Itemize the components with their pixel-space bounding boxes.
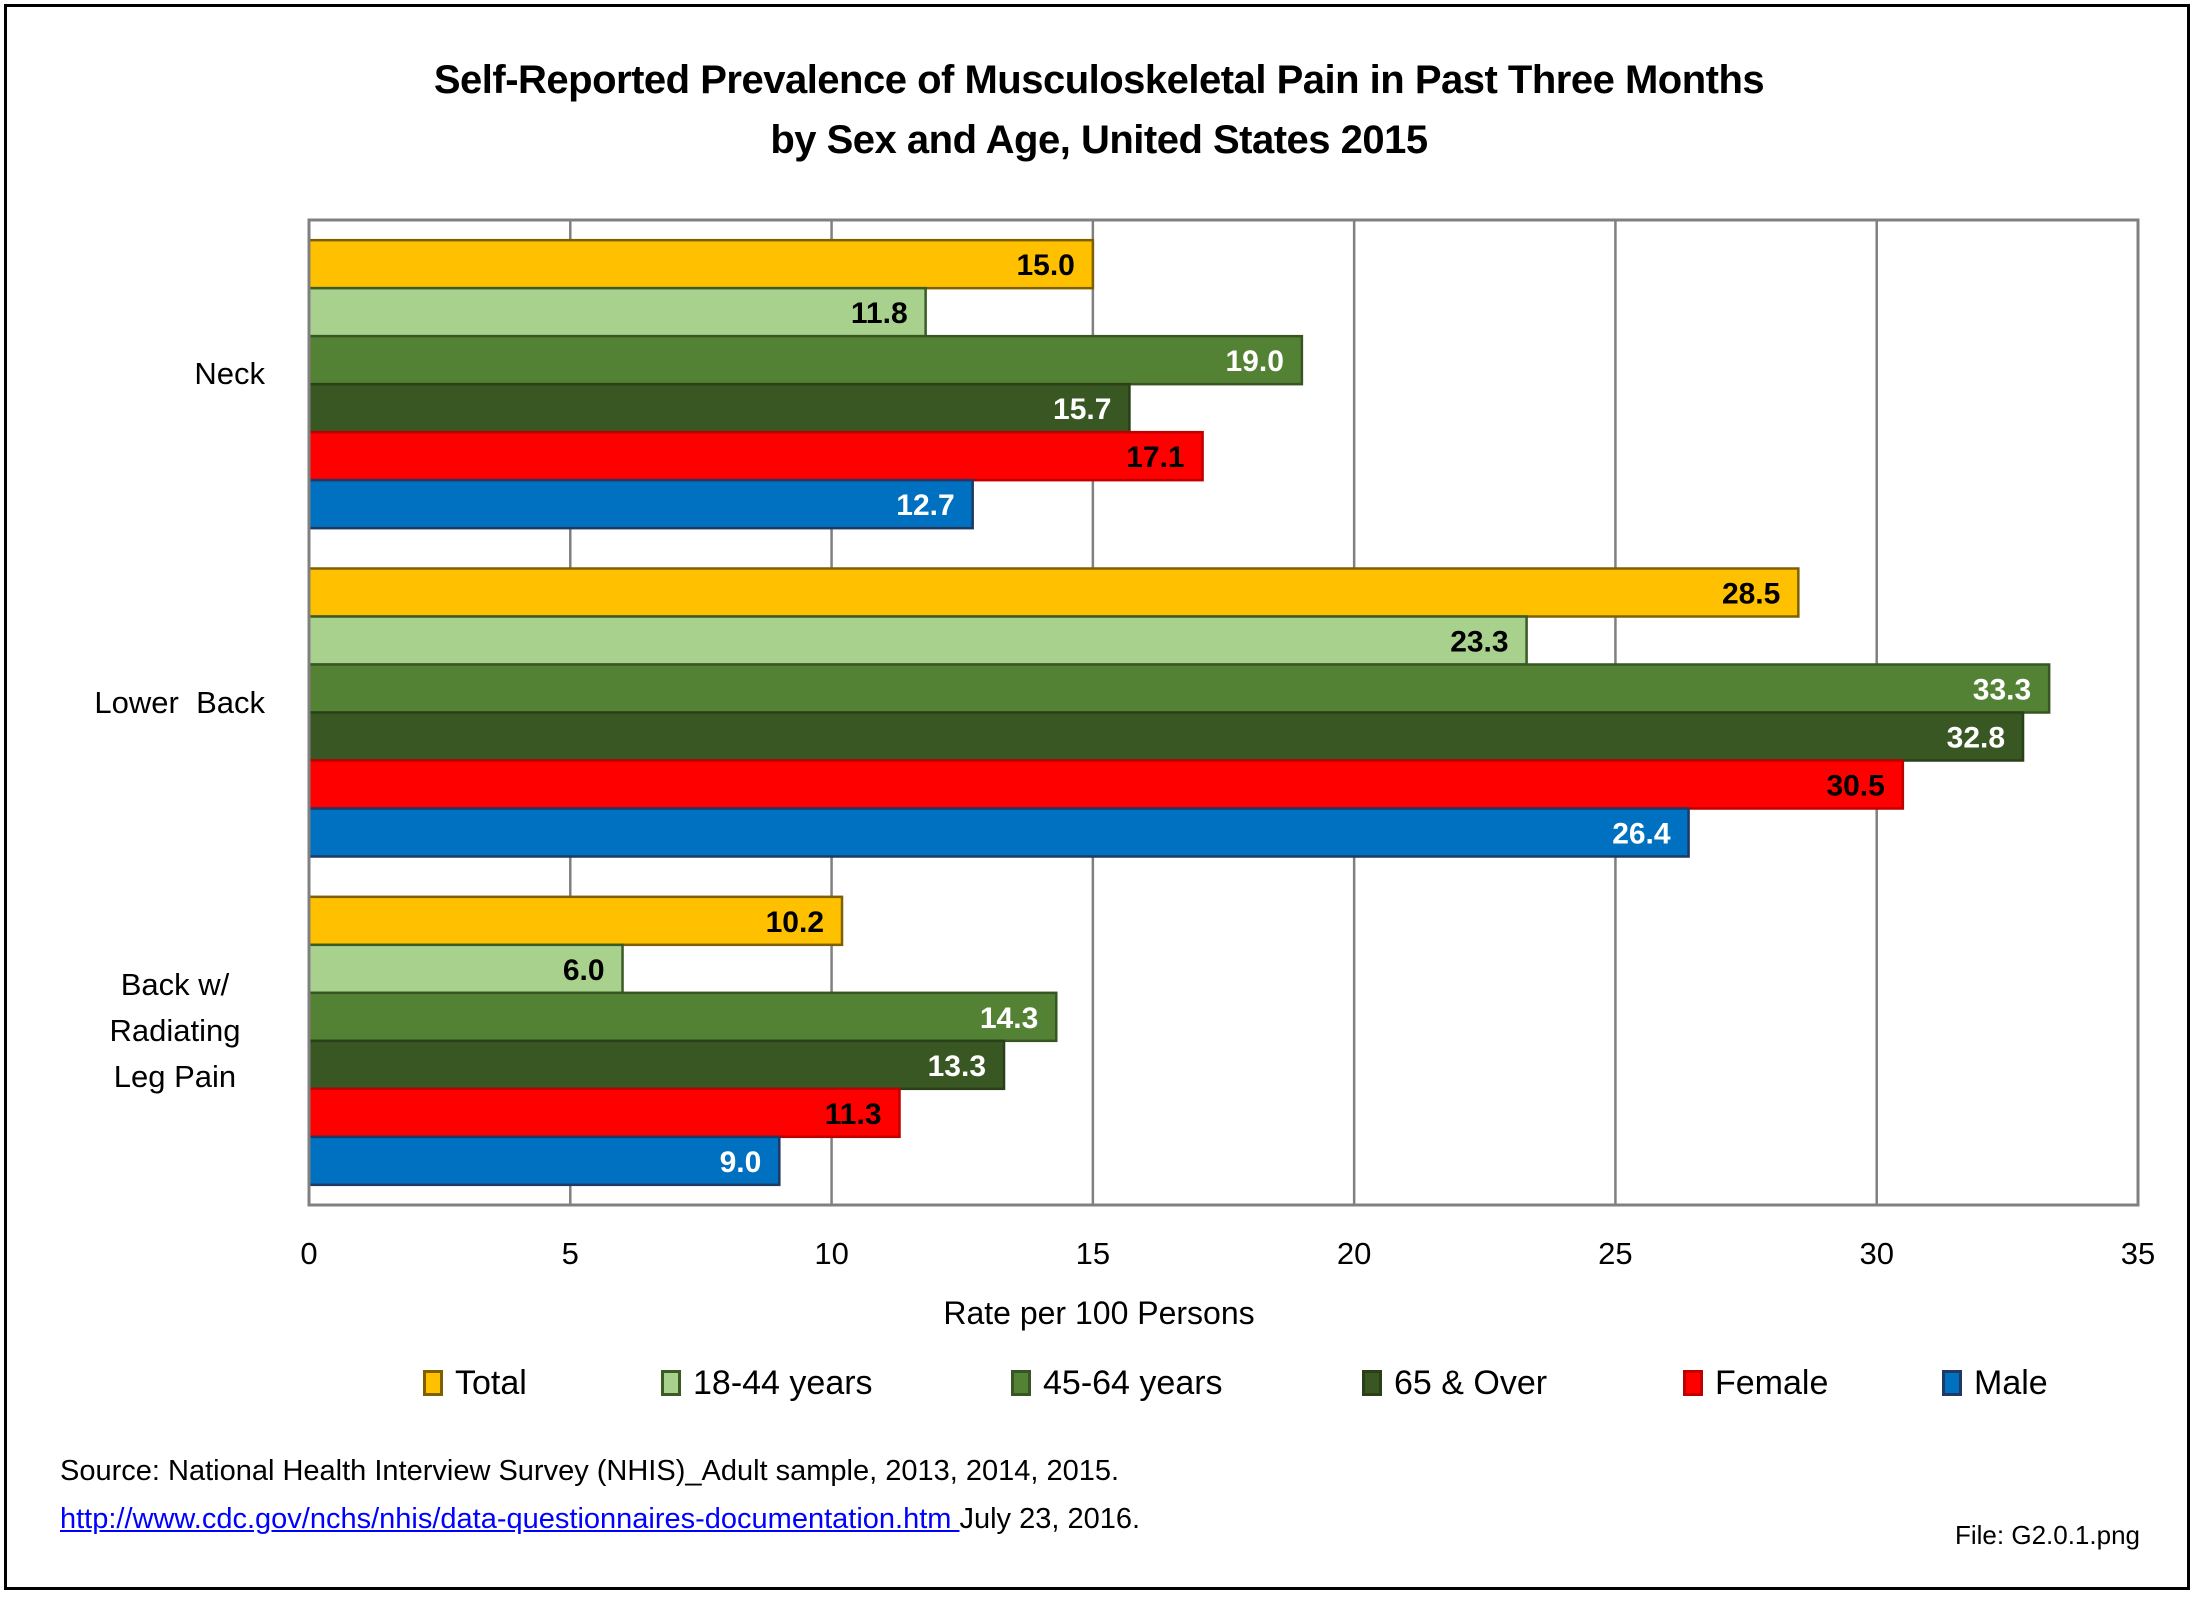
x-tick-label: 25 [1598,1236,1632,1271]
bar-group: 15.0 11.8 19.0 15.7 17.1 12.7 [307,238,1304,530]
data-label: 9.0 [720,1146,762,1179]
data-label: 13.3 [928,1050,986,1083]
data-label: 28.5 [1722,578,1780,611]
x-tick-label: 5 [562,1236,579,1271]
bar [307,1087,901,1139]
category-label: Neck [60,351,265,397]
legend-label: 18-44 years [693,1363,873,1402]
bar [307,334,1304,386]
bar-group: 10.2 6.0 14.3 13.3 11.3 9.0 [307,895,1058,1187]
bar [307,759,1905,810]
source-line-2: http://www.cdc.gov/nchs/nhis/data-questi… [60,1503,1140,1536]
category-label: Back w/Radiating Leg Pain [60,962,290,1100]
data-label: 26.4 [1612,818,1671,851]
category-label-line: Radiating [109,1012,241,1048]
data-label: 17.1 [1126,441,1184,474]
x-tick-label: 0 [300,1236,317,1271]
source-date: July 23, 2016. [959,1503,1141,1535]
x-tick-label: 30 [1859,1236,1893,1271]
legend-swatch [1942,1370,1962,1396]
legend-item: Male [1942,1363,2048,1403]
category-label-line: Leg Pain [113,1058,237,1094]
legend-item: Female [1683,1363,1828,1403]
data-label: 19.0 [1225,345,1283,378]
bar [307,991,1058,1043]
legend-swatch [423,1370,443,1396]
data-label: 11.8 [851,297,908,330]
bar [307,1135,781,1187]
file-name: File: G2.0.1.png [1955,1520,2140,1550]
chart-title: Self-Reported Prevalence of Musculoskele… [433,58,1765,102]
legend-item: 18-44 years [661,1363,873,1403]
data-label: 32.8 [1947,722,2005,755]
legend-swatch [1683,1370,1703,1396]
bar [307,807,1690,858]
legend-swatch [661,1370,681,1396]
source-link[interactable]: http://www.cdc.gov/nchs/nhis/data-questi… [60,1503,960,1535]
x-tick-label: 35 [2121,1236,2155,1271]
bar [307,615,1528,666]
legend-label: Female [1715,1363,1829,1402]
bar [307,286,927,338]
legend-item: 45-64 years [1011,1363,1223,1403]
legend-swatch [1362,1370,1382,1396]
source-note: Source: National Health Interview Survey… [60,1455,1120,1487]
data-label: 11.3 [825,1098,882,1131]
bar [307,663,2051,714]
x-tick-label: 10 [814,1236,848,1271]
legend-label: Male [1974,1363,2048,1402]
data-label: 23.3 [1450,626,1508,659]
bar [307,1039,1006,1091]
category-label-line: Back w/ [120,966,230,1002]
bar [307,895,844,947]
bar-group: 28.5 23.3 33.3 32.8 30.5 26.4 [307,567,2051,858]
data-label: 15.7 [1053,393,1111,426]
chart-subtitle: by Sex and Age, United States 2015 [770,118,1428,162]
data-label: 6.0 [563,954,605,987]
x-axis-title: Rate per 100 Persons [943,1295,1255,1331]
plot-area-border [307,218,2140,1207]
legend-label: Total [455,1363,527,1402]
legend-label: 45-64 years [1043,1363,1223,1402]
data-label: 33.3 [1973,674,2031,707]
bar [307,430,1204,482]
legend-item: 65 & Over [1362,1363,1547,1403]
data-label: 14.3 [980,1002,1038,1035]
legend-swatch [1011,1370,1031,1396]
data-label: 10.2 [766,906,824,939]
chart-frame [4,4,2190,1590]
bar [307,238,1095,290]
bar [307,567,1800,618]
legend-item: Total [423,1363,527,1403]
category-label: Lower Back [60,680,265,726]
bar [307,478,974,530]
category-label-line: Lower Back [94,684,265,720]
data-label: 12.7 [896,489,954,522]
legend-label: 65 & Over [1394,1363,1548,1402]
bar [307,711,2025,762]
x-tick-label: 15 [1076,1236,1110,1271]
category-label-line: Neck [194,356,265,392]
data-label: 30.5 [1826,770,1884,803]
x-tick-label: 20 [1337,1236,1371,1271]
bar [307,382,1131,434]
data-label: 15.0 [1016,249,1074,282]
